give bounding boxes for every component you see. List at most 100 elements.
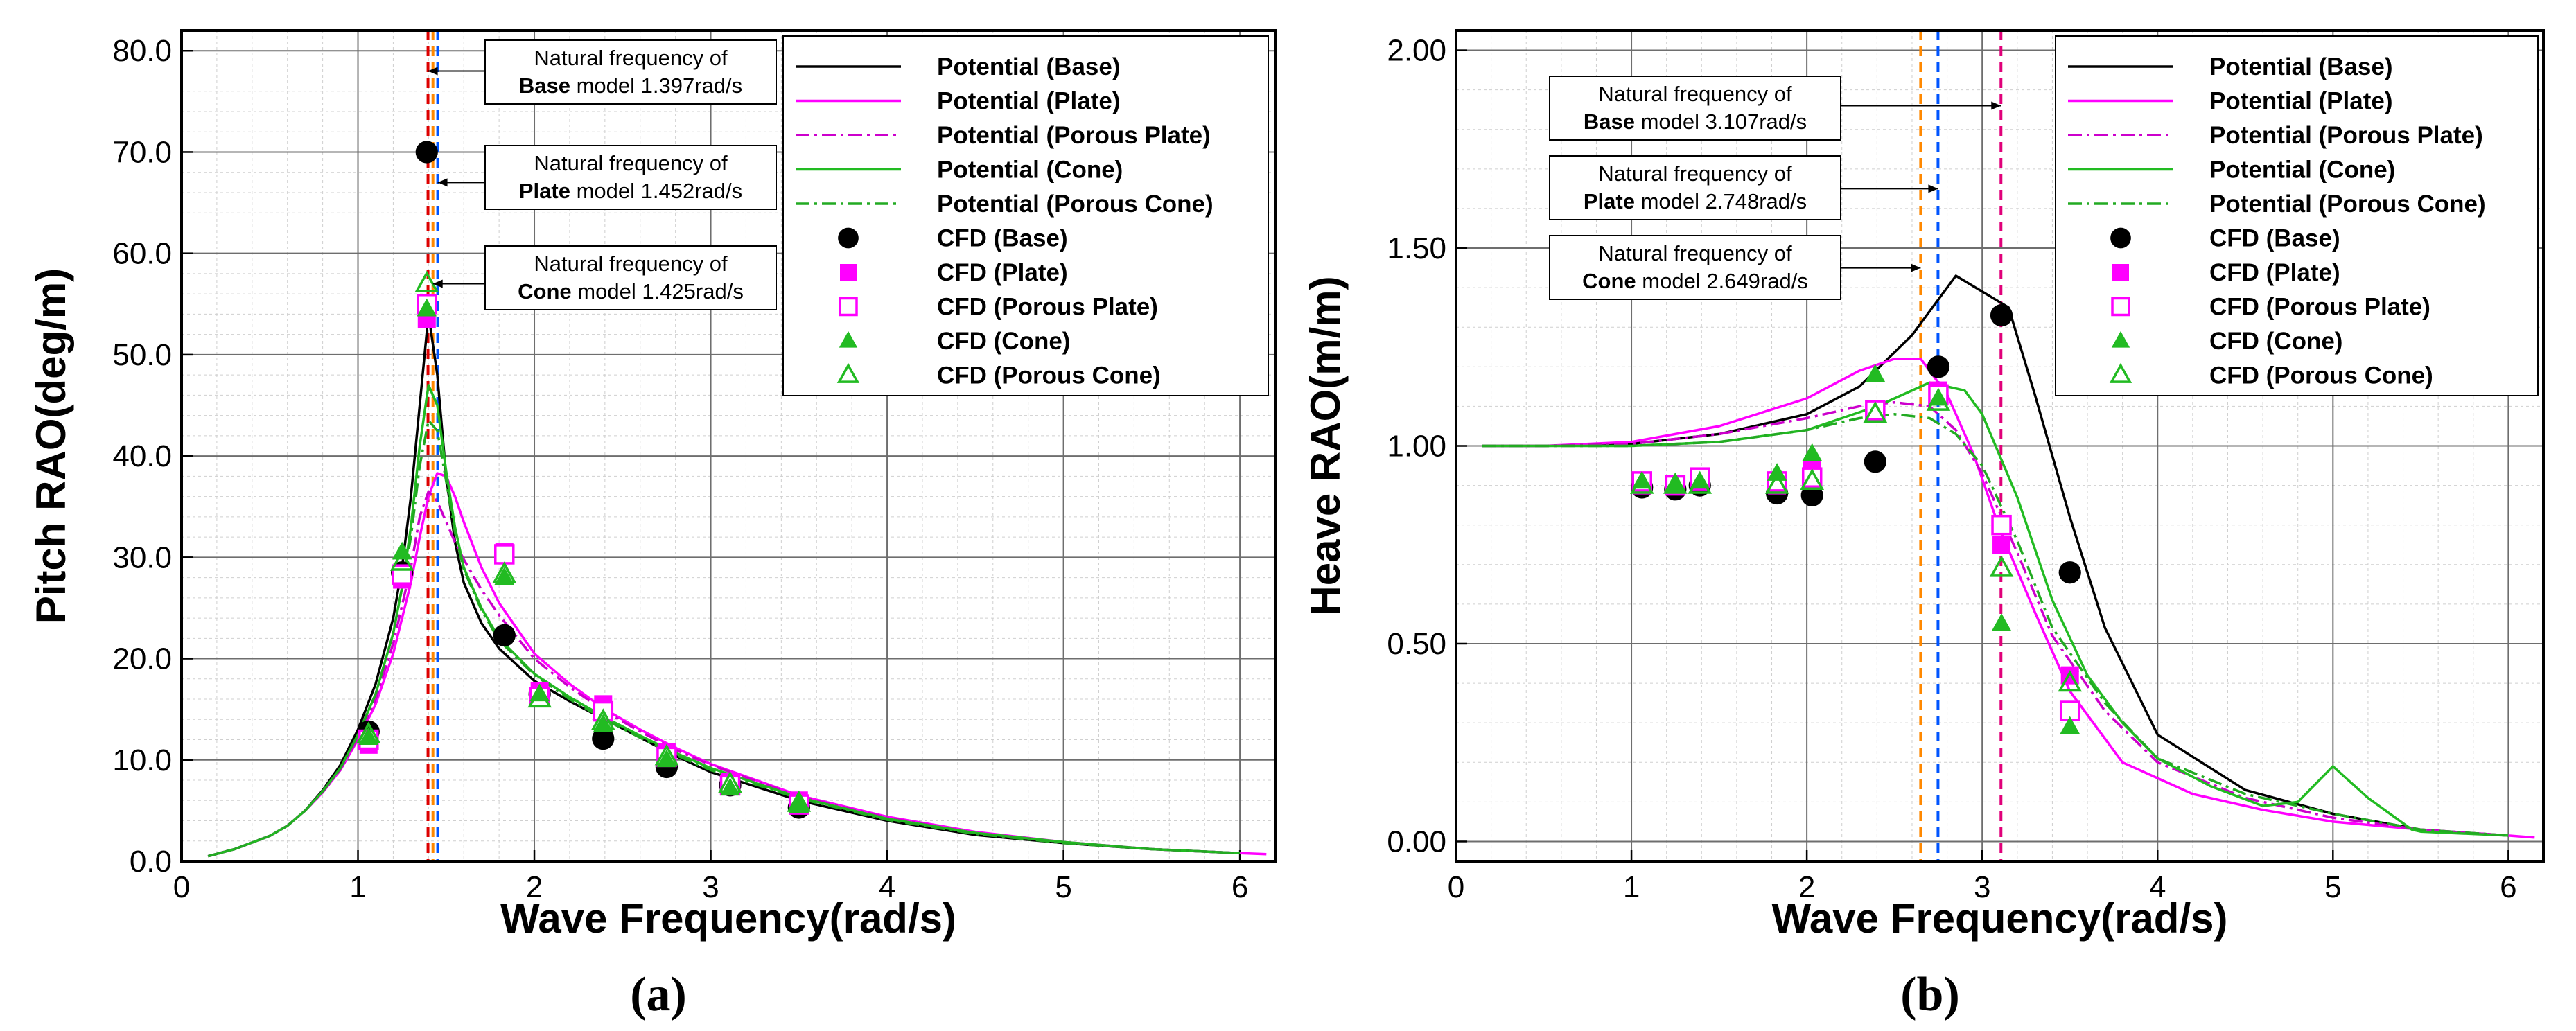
data-point bbox=[527, 686, 552, 708]
data-point bbox=[493, 624, 516, 647]
y-tick-label: 0.0 bbox=[130, 845, 172, 879]
annotation-line1: Natural frequency of bbox=[1598, 161, 1792, 186]
legend-label: Potential (Porous Plate) bbox=[937, 122, 1211, 149]
legend-box bbox=[2055, 35, 2539, 396]
y-axis-title: Heave RAO(m/m) bbox=[1302, 276, 1349, 615]
annotation-box bbox=[1549, 76, 1841, 141]
data-point bbox=[1991, 613, 2012, 631]
legend-label: CFD (Cone) bbox=[2209, 328, 2342, 355]
annotation-arrow-head bbox=[437, 178, 448, 187]
legend-item-potential-porous-plate: Potential (Porous Plate) bbox=[796, 122, 1211, 149]
data-point bbox=[1927, 355, 1950, 378]
data-point bbox=[2058, 670, 2083, 692]
marker-series-cfd-base bbox=[357, 141, 810, 819]
legend-item-potential-porous-cone: Potential (Porous Cone) bbox=[2068, 191, 2486, 218]
legend-item-cfd-porous-cone: CFD (Porous Cone) bbox=[836, 362, 1161, 389]
ticks bbox=[1455, 49, 2509, 861]
natural-frequency-annotation: Natural frequency of Base model 1.397rad/… bbox=[428, 39, 777, 105]
marker-series-cfd-plate bbox=[1633, 381, 2079, 685]
legend-item-cfd-base: CFD (Base) bbox=[2110, 225, 2340, 252]
x-tick-label: 4 bbox=[2149, 870, 2166, 904]
legend-item-cfd-plate: CFD (Plate) bbox=[2112, 259, 2340, 286]
legend-marker-swatch bbox=[840, 264, 857, 281]
legend-item-potential-plate: Potential (Plate) bbox=[2068, 88, 2392, 115]
plot-area bbox=[1482, 274, 2535, 839]
y-tick-label: 0.50 bbox=[1387, 627, 1446, 661]
annotation-model-name: Plate bbox=[1584, 189, 1635, 213]
data-point bbox=[2058, 561, 2081, 584]
annotation-box bbox=[484, 39, 777, 105]
series-line-potential-porous-cone bbox=[207, 419, 1241, 858]
y-axis-title: Pitch RAO(deg/m) bbox=[28, 268, 74, 624]
legend-item-potential-cone: Potential (Cone) bbox=[2068, 157, 2395, 184]
legend-item-cfd-cone: CFD (Cone) bbox=[839, 328, 1070, 355]
y-tick-label: 30.0 bbox=[112, 540, 172, 574]
x-tick-label: 0 bbox=[173, 870, 190, 904]
data-point bbox=[789, 795, 809, 813]
annotation-frequency: model 3.107rad/s bbox=[1635, 109, 1807, 134]
annotation-model-name: Base bbox=[519, 73, 570, 98]
data-point bbox=[1865, 364, 1886, 382]
panel-a-pitch-rao: 0 1 2 3 4 5 60.010.020.030.040.050.060.070.080… bbox=[28, 29, 1277, 1021]
legend-item-cfd-base: CFD (Base) bbox=[838, 225, 1068, 252]
annotation-arrow-head bbox=[1911, 263, 1921, 272]
annotation-arrow-head bbox=[1991, 101, 2001, 110]
y-tick-label: 70.0 bbox=[112, 135, 172, 169]
data-point bbox=[494, 567, 515, 585]
data-point bbox=[2060, 716, 2080, 734]
x-tick-label: 1 bbox=[1623, 870, 1640, 904]
data-point bbox=[1629, 472, 1654, 494]
data-point bbox=[414, 270, 439, 292]
annotation-arrow-head bbox=[1928, 184, 1938, 193]
data-point bbox=[654, 743, 679, 766]
annotation-arrow-head bbox=[428, 67, 438, 76]
data-point bbox=[1802, 443, 1823, 461]
legend-item-potential-base: Potential (Base) bbox=[796, 53, 1121, 80]
series-line-potential-cone bbox=[1482, 381, 2509, 837]
marker-series-cfd-porous-cone bbox=[356, 270, 812, 812]
natural-frequency-annotation: Natural frequency of Base model 3.107rad/… bbox=[1549, 76, 2001, 141]
legend-item-cfd-plate: CFD (Plate) bbox=[840, 259, 1068, 286]
natural-frequency-annotation: Natural frequency of Cone model 1.425rad/… bbox=[432, 245, 777, 310]
plot-area bbox=[207, 141, 1267, 858]
legend-label: Potential (Porous Plate) bbox=[2209, 122, 2483, 149]
annotation-frequency: model 2.748rad/s bbox=[1635, 189, 1807, 213]
legend-label: Potential (Porous Cone) bbox=[2209, 191, 2486, 218]
x-tick-label: 6 bbox=[1232, 870, 1248, 904]
data-point bbox=[1767, 463, 1787, 481]
x-tick-label: 2 bbox=[526, 870, 543, 904]
legend-marker-swatch bbox=[2109, 362, 2132, 383]
data-point bbox=[2059, 700, 2080, 721]
data-point bbox=[356, 721, 381, 743]
annotation-model-name: Base bbox=[1584, 109, 1635, 134]
annotation-box bbox=[484, 245, 777, 310]
y-tick-label: 0.00 bbox=[1387, 825, 1446, 858]
legend-label: CFD (Base) bbox=[937, 225, 1068, 252]
legend-box bbox=[782, 35, 1269, 396]
legend-label: CFD (Plate) bbox=[2209, 259, 2340, 286]
annotation-frequency: model 1.397rad/s bbox=[570, 73, 742, 98]
legend-label: CFD (Porous Cone) bbox=[2209, 362, 2433, 389]
data-point bbox=[1991, 514, 2012, 536]
x-tick-label: 5 bbox=[2324, 870, 2341, 904]
marker-series-cfd-porous-cone bbox=[1629, 389, 2083, 692]
legend-label: CFD (Cone) bbox=[937, 328, 1070, 355]
data-point bbox=[358, 727, 379, 745]
legend-marker-swatch bbox=[2111, 297, 2130, 317]
annotation-line2: Base model 1.397rad/s bbox=[519, 73, 742, 98]
legend-label: Potential (Base) bbox=[937, 53, 1121, 80]
annotation-line1: Natural frequency of bbox=[534, 151, 728, 175]
annotation-frequency: model 2.649rad/s bbox=[1636, 269, 1808, 293]
legend-label: Potential (Cone) bbox=[937, 157, 1123, 184]
data-point bbox=[417, 298, 437, 317]
data-point bbox=[389, 549, 414, 571]
legend-label: Potential (Porous Cone) bbox=[937, 191, 1213, 218]
legend-marker-swatch bbox=[836, 362, 860, 383]
annotation-line1: Natural frequency of bbox=[1598, 241, 1792, 265]
data-point bbox=[1800, 468, 1825, 491]
annotation-line1: Natural frequency of bbox=[534, 46, 728, 70]
data-point bbox=[1992, 536, 2011, 554]
x-tick-label: 3 bbox=[702, 870, 719, 904]
legend-label: CFD (Base) bbox=[2209, 225, 2340, 252]
